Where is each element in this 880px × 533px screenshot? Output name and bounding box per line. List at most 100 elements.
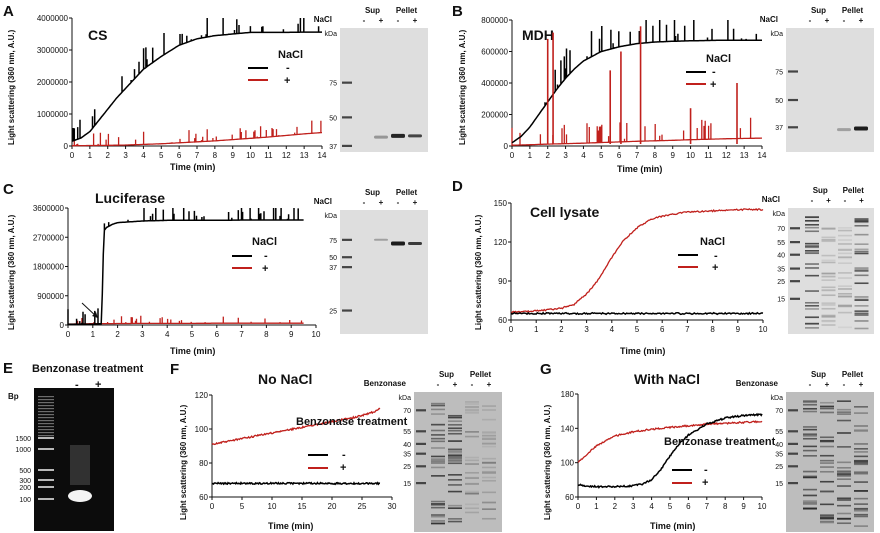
- x-tick-label-c: 9: [289, 330, 294, 339]
- lysate-band-f: [448, 429, 462, 432]
- lysate-band-g: [803, 494, 817, 497]
- x-tick-label-g: 1: [594, 502, 599, 511]
- series-line-f-plus: [211, 407, 381, 446]
- marker-band-f: [416, 452, 426, 455]
- x-tick-label-a: 11: [264, 151, 273, 160]
- lysate-band-d: [854, 224, 869, 227]
- dna-ladder-label: 100: [19, 497, 31, 504]
- lysate-band-d: [854, 298, 869, 301]
- protein-band-c: [374, 238, 388, 241]
- lysate-band-d: [805, 220, 819, 222]
- lysate-band-g: [854, 508, 868, 510]
- lysate-band-f: [465, 406, 479, 408]
- lysate-band-d: [854, 218, 869, 220]
- x-tick-label-c: 4: [165, 330, 170, 339]
- panel-label-d: D: [452, 178, 463, 195]
- x-tick-label-f: 5: [240, 502, 245, 511]
- lysate-band-f: [431, 455, 445, 458]
- lysate-band-g: [854, 497, 868, 500]
- gel-lane-sign-f: -: [471, 380, 474, 389]
- series-line-a-plus: [72, 120, 322, 147]
- y-tick-label-c: 3600000: [33, 204, 65, 213]
- dna-ladder-band: [38, 479, 54, 481]
- gel-pellet-label-c: Pellet: [396, 188, 418, 197]
- lysate-band-d: [805, 242, 819, 245]
- marker-band-g: [788, 452, 798, 455]
- x-tick-label-b: 1: [528, 151, 533, 160]
- y-tick-label-f: 60: [199, 493, 208, 502]
- lysate-band-g: [820, 503, 834, 506]
- legend-minus-g: -: [704, 464, 708, 476]
- y-tick-label-c: 0: [60, 321, 65, 330]
- x-tick-label-d: 0: [509, 325, 514, 334]
- marker-label-g: 35: [775, 452, 783, 459]
- dna-ladder-band: [38, 420, 54, 422]
- y-axis-label-c: Light scattering (360 nm, A.U.): [7, 214, 16, 330]
- lysate-band-g: [803, 475, 817, 478]
- lysate-band-d: [821, 315, 836, 317]
- lysate-band-d: [838, 272, 852, 274]
- lysate-band-f: [465, 490, 479, 493]
- marker-label-c: 50: [329, 255, 337, 262]
- x-axis-label-a: Time (min): [170, 162, 215, 172]
- protein-band-a: [391, 133, 405, 138]
- gel-lane-sign-a: +: [379, 16, 384, 25]
- lysate-band-g: [854, 443, 868, 445]
- lysate-band-f: [482, 461, 496, 464]
- lysate-band-g: [854, 412, 868, 414]
- gel-lane-sign-b: -: [809, 16, 812, 25]
- gel-sup-label-b: Sup: [811, 6, 826, 15]
- lysate-band-d: [854, 296, 869, 298]
- x-tick-label-b: 7: [635, 151, 640, 160]
- y-tick-label-f: 120: [195, 391, 209, 400]
- lysate-band-d: [805, 290, 819, 292]
- y-tick-label-c: 1800000: [33, 263, 65, 272]
- lysate-band-f: [448, 448, 462, 451]
- y-tick-label-a: 0: [64, 142, 69, 151]
- lysate-band-d: [838, 239, 852, 241]
- lysate-band-d: [838, 227, 852, 229]
- lysate-band-f: [465, 511, 479, 514]
- y-tick-label-g: 60: [565, 493, 574, 502]
- annotation-arrowhead-c: [92, 312, 98, 318]
- chart-title-a: CS: [88, 27, 107, 43]
- lysate-band-f: [431, 503, 445, 505]
- lysate-band-d: [838, 305, 852, 308]
- lysate-band-d: [821, 272, 836, 274]
- dna-ladder-label: 1000: [15, 447, 31, 454]
- lysate-band-d: [821, 304, 836, 306]
- lysate-band-f: [448, 460, 462, 462]
- marker-label-g: 25: [775, 464, 783, 471]
- x-tick-label-c: 1: [91, 330, 96, 339]
- lysate-band-f: [448, 440, 462, 442]
- dna-ladder-label: 300: [19, 478, 31, 485]
- lysate-band-f: [482, 508, 496, 510]
- gel-pellet-label-g: Pellet: [842, 370, 864, 379]
- lysate-band-g: [854, 430, 868, 432]
- panel-g: G With NaCl Light scattering (360 nm, A.…: [540, 361, 874, 532]
- lysate-band-d: [821, 302, 836, 304]
- gel-lane-sign-g: -: [809, 380, 812, 389]
- lysate-band-g: [803, 476, 817, 479]
- nucleic-acid-smear: [70, 445, 90, 485]
- lysate-band-g: [854, 460, 868, 462]
- gel-pellet-label-f: Pellet: [470, 370, 492, 379]
- lysate-band-f: [465, 430, 479, 433]
- x-tick-label-d: 3: [584, 325, 589, 334]
- y-tick-label-g: 140: [561, 424, 575, 433]
- marker-label-g: 15: [775, 481, 783, 488]
- lysate-band-d: [821, 314, 836, 317]
- lysate-band-g: [837, 408, 851, 411]
- lysate-band-d: [854, 267, 869, 269]
- gel-lane-sign-b: -: [843, 16, 846, 25]
- lysate-band-g: [837, 478, 851, 480]
- x-tick-label-c: 5: [190, 330, 195, 339]
- lysate-band-g: [820, 439, 834, 442]
- marker-band-c: [342, 309, 352, 312]
- marker-label-c: 75: [329, 238, 337, 245]
- marker-band-b: [788, 98, 798, 102]
- y-tick-label-d: 120: [494, 238, 508, 247]
- lysate-band-g: [854, 515, 868, 518]
- y-axis-label-a: Light scattering (360 nm, A.U.): [7, 29, 16, 145]
- marker-label-c: 25: [329, 308, 337, 315]
